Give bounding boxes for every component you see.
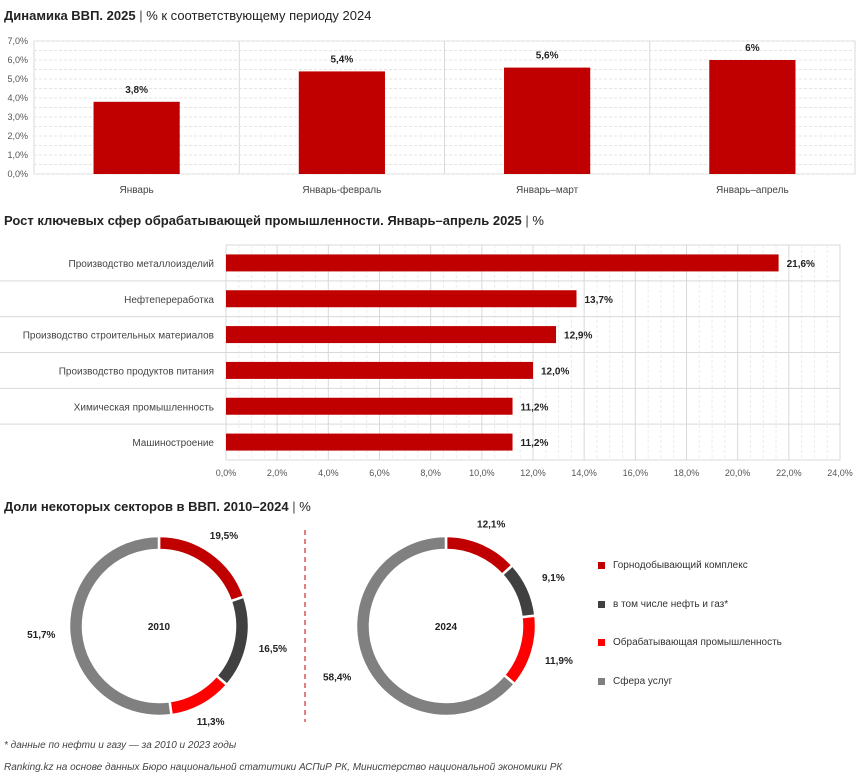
footnote-source: Ranking.kz на основе данных Бюро национа… [4, 762, 563, 773]
x-tick-label: 20,0% [725, 468, 751, 478]
x-category-label: Январь–март [516, 185, 579, 196]
chart3-title-bold: Доли некоторых секторов в ВВП. 2010–2024 [4, 499, 289, 514]
slice-value-label: 16,5% [259, 644, 287, 655]
x-tick-label: 6,0% [369, 468, 390, 478]
x-category-label: Январь-февраль [302, 184, 381, 196]
legend-item-mining: Горнодобывающий комплекс [598, 560, 748, 571]
legend-item-services: Сфера услуг [598, 676, 672, 687]
bar [709, 60, 796, 174]
bar-value-label: 6% [745, 43, 760, 54]
x-category-label: Январь–апрель [716, 185, 789, 196]
chart1-title-rest: % к соответствующему периоду 2024 [146, 8, 372, 23]
slice-value-label: 51,7% [27, 630, 55, 641]
bar [226, 361, 533, 379]
x-tick-label: 2,0% [267, 468, 288, 478]
y-tick-label: 7,0% [7, 36, 28, 46]
donut-slice [168, 674, 229, 717]
x-tick-label: 14,0% [571, 468, 597, 478]
y-category-label: Производство продуктов питания [59, 366, 214, 377]
x-tick-label: 4,0% [318, 468, 339, 478]
legend-swatch [598, 638, 605, 646]
bar [298, 71, 385, 174]
y-category-label: Производство металлоизделий [69, 259, 214, 270]
bar-value-label: 13,7% [584, 295, 612, 306]
slice-value-label: 11,9% [545, 656, 573, 667]
x-tick-label: 22,0% [776, 468, 802, 478]
legend-label: Обрабатывающая промышленность [613, 637, 782, 648]
x-tick-label: 16,0% [623, 468, 649, 478]
bar-value-label: 5,6% [536, 51, 559, 62]
chart2-title: Рост ключевых сфер обрабатывающей промыш… [4, 213, 544, 228]
y-tick-label: 4,0% [7, 93, 28, 103]
donut-slice [67, 534, 173, 718]
chart3-title: Доли некоторых секторов в ВВП. 2010–2024… [4, 499, 311, 514]
x-category-label: Январь [119, 185, 153, 196]
bar [226, 433, 513, 451]
chart2-title-rest: % [532, 213, 544, 228]
chart1-title-bold: Динамика ВВП. 2025 [4, 8, 136, 23]
title-separator: | [525, 213, 529, 228]
bar-value-label: 5,4% [330, 54, 353, 65]
donut-center-label: 2024 [435, 622, 458, 633]
x-tick-label: 8,0% [420, 468, 441, 478]
donut-slice [444, 534, 515, 577]
donut-slice [354, 534, 517, 718]
donut-slice [500, 563, 537, 619]
slice-value-label: 12,1% [477, 520, 505, 531]
legend-item-manufacturing: Обрабатывающая промышленность [598, 637, 782, 648]
slice-value-label: 58,4% [323, 672, 351, 683]
bar [226, 290, 577, 308]
chart1-title: Динамика ВВП. 2025 | % к соответствующем… [4, 8, 371, 23]
bar-value-label: 3,8% [125, 85, 148, 96]
donut-slice [157, 534, 246, 603]
x-tick-label: 0,0% [216, 468, 237, 478]
x-tick-label: 24,0% [827, 468, 853, 478]
donut-center-label: 2010 [148, 622, 171, 633]
slice-value-label: 11,3% [197, 717, 225, 728]
y-tick-label: 5,0% [7, 74, 28, 84]
bar-value-label: 11,2% [521, 402, 549, 413]
y-tick-label: 6,0% [7, 55, 28, 65]
y-tick-label: 0,0% [7, 169, 28, 179]
x-tick-label: 10,0% [469, 468, 495, 478]
bar-value-label: 12,0% [541, 366, 569, 377]
y-category-label: Нефтепереработка [124, 294, 214, 306]
y-tick-label: 2,0% [7, 131, 28, 141]
chart3-title-rest: % [299, 499, 311, 514]
legend-swatch [598, 561, 605, 569]
bar-value-label: 11,2% [521, 438, 549, 449]
y-tick-label: 1,0% [7, 150, 28, 160]
bar [226, 326, 557, 344]
y-category-label: Производство строительных материалов [23, 331, 214, 342]
bar-value-label: 21,6% [787, 259, 815, 270]
y-category-label: Машиностроение [132, 438, 214, 449]
x-tick-label: 18,0% [674, 468, 700, 478]
footnote-oil-gas: * данные по нефти и газу — за 2010 и 202… [4, 740, 237, 751]
slice-value-label: 19,5% [210, 531, 238, 542]
slice-value-label: 9,1% [542, 573, 565, 584]
x-tick-label: 12,0% [520, 468, 546, 478]
bar-value-label: 12,9% [564, 331, 592, 342]
donut-slice [502, 614, 538, 686]
legend-label: Горнодобывающий комплекс [613, 560, 748, 571]
title-separator: | [139, 8, 143, 23]
bar [226, 397, 513, 415]
legend-label: в том числе нефть и газ* [613, 599, 729, 610]
y-category-label: Химическая промышленность [74, 402, 214, 413]
title-separator: | [292, 499, 296, 514]
legend-item-oil-gas: в том числе нефть и газ* [598, 599, 728, 610]
legend-swatch [598, 600, 605, 608]
donut-slice [214, 594, 251, 687]
bar [504, 67, 591, 174]
legend-swatch [598, 677, 605, 685]
chart2-title-bold: Рост ключевых сфер обрабатывающей промыш… [4, 213, 522, 228]
bar [226, 254, 779, 272]
legend-label: Сфера услуг [613, 676, 673, 687]
y-tick-label: 3,0% [7, 112, 28, 122]
bar [93, 101, 180, 174]
